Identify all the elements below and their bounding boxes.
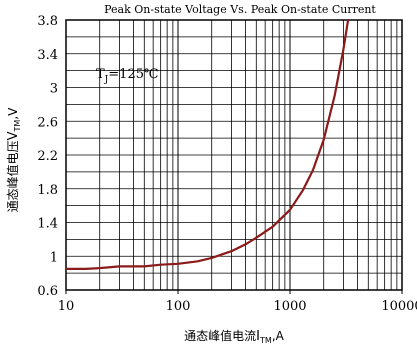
grid	[66, 20, 402, 290]
x-axis-label: 通态峰值电流ITM,A	[184, 328, 284, 345]
y-tick-label: 2.6	[37, 115, 58, 130]
x-tick-label: 10	[58, 299, 75, 314]
y-tick-label: 1	[50, 250, 58, 265]
y-tick-label: 1.4	[37, 217, 58, 232]
y-axis-label: 通态峰值电压VTM,V	[5, 107, 22, 213]
y-tick-label: 3.8	[37, 14, 58, 29]
x-tick-label: 100	[166, 299, 191, 314]
junction-temperature-annotation: TJ=125℃	[96, 67, 159, 85]
chart-title: Peak On-state Voltage Vs. Peak On-state …	[104, 3, 376, 16]
y-tick-label: 2.2	[37, 149, 58, 164]
x-tick-label: 1000	[273, 299, 306, 314]
plot-frame	[65, 19, 403, 291]
series-line	[64, 18, 350, 270]
y-tick-label: 1.8	[37, 183, 58, 198]
y-tick-label: 3	[50, 82, 58, 97]
series-layer	[64, 18, 350, 270]
y-tick-label: 3.4	[37, 48, 58, 63]
y-tick-label: 0.6	[37, 284, 58, 299]
